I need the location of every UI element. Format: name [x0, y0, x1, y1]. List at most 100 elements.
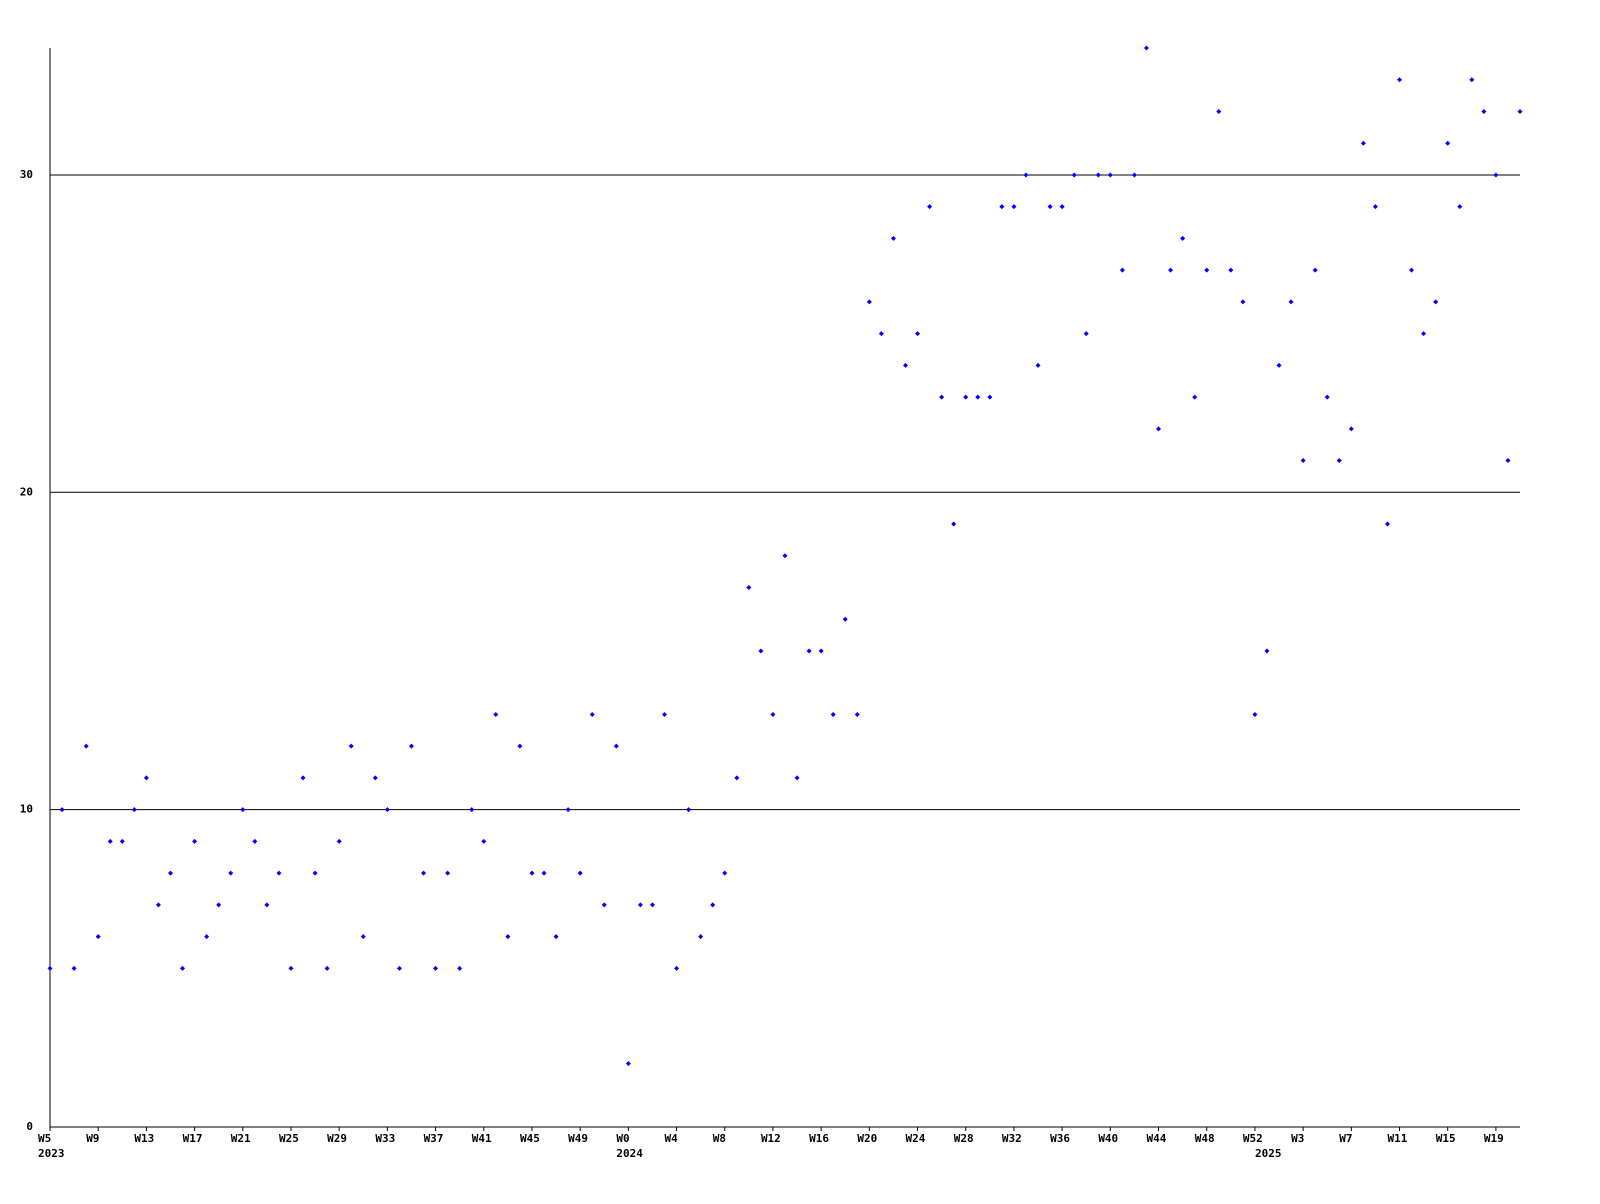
marker	[1180, 235, 1186, 241]
marker	[1107, 172, 1113, 178]
x-tick-label: W25	[279, 1132, 299, 1145]
marker	[360, 934, 366, 940]
marker	[517, 743, 523, 749]
y-tick-label: 0	[26, 1120, 33, 1133]
x-tick-label: W5	[38, 1132, 51, 1145]
x-group-label: 2025	[1255, 1147, 1282, 1160]
x-tick-label: W17	[183, 1132, 203, 1145]
x-tick-label: W19	[1484, 1132, 1504, 1145]
marker	[902, 362, 908, 368]
marker	[842, 616, 848, 622]
x-tick-label: W45	[520, 1132, 540, 1145]
marker	[1204, 267, 1210, 273]
x-tick-label: W52	[1243, 1132, 1263, 1145]
marker	[698, 934, 704, 940]
marker	[649, 902, 655, 908]
marker	[1023, 172, 1029, 178]
marker	[625, 1061, 631, 1067]
marker	[1324, 394, 1330, 400]
marker	[1095, 172, 1101, 178]
marker	[119, 838, 125, 844]
x-tick-label: W28	[954, 1132, 974, 1145]
x-tick-label: W29	[327, 1132, 347, 1145]
marker	[1131, 172, 1137, 178]
marker	[71, 965, 77, 971]
marker	[481, 838, 487, 844]
marker	[770, 711, 776, 717]
x-tick-label: W13	[134, 1132, 154, 1145]
marker	[131, 807, 137, 813]
marker	[1156, 426, 1162, 432]
marker	[276, 870, 282, 876]
x-tick-label: W7	[1339, 1132, 1352, 1145]
x-tick-label: W3	[1291, 1132, 1304, 1145]
marker	[951, 521, 957, 527]
marker	[1216, 108, 1222, 114]
x-tick-label: W49	[568, 1132, 588, 1145]
marker	[252, 838, 258, 844]
marker	[336, 838, 342, 844]
marker	[1119, 267, 1125, 273]
marker	[1228, 267, 1234, 273]
marker	[1421, 331, 1427, 337]
marker	[1481, 108, 1487, 114]
marker	[1083, 331, 1089, 337]
marker	[264, 902, 270, 908]
x-tick-label: W16	[809, 1132, 829, 1145]
marker	[384, 807, 390, 813]
marker	[408, 743, 414, 749]
marker	[240, 807, 246, 813]
x-tick-label: W40	[1098, 1132, 1118, 1145]
marker	[710, 902, 716, 908]
marker	[143, 775, 149, 781]
marker	[433, 965, 439, 971]
marker	[228, 870, 234, 876]
marker	[782, 553, 788, 559]
marker	[445, 870, 451, 876]
marker	[216, 902, 222, 908]
x-tick-label: W11	[1388, 1132, 1408, 1145]
marker	[421, 870, 427, 876]
y-tick-label: 30	[20, 168, 33, 181]
marker	[505, 934, 511, 940]
marker	[192, 838, 198, 844]
marker	[963, 394, 969, 400]
marker	[1252, 711, 1258, 717]
marker	[1469, 77, 1475, 83]
marker	[915, 331, 921, 337]
marker	[324, 965, 330, 971]
marker	[204, 934, 210, 940]
marker	[878, 331, 884, 337]
marker	[1457, 204, 1463, 210]
marker	[1264, 648, 1270, 654]
marker	[288, 965, 294, 971]
marker	[637, 902, 643, 908]
x-tick-label: W44	[1147, 1132, 1167, 1145]
marker	[493, 711, 499, 717]
marker	[734, 775, 740, 781]
marker	[1348, 426, 1354, 432]
marker	[180, 965, 186, 971]
x-tick-label: W32	[1002, 1132, 1022, 1145]
marker	[987, 394, 993, 400]
marker	[1276, 362, 1282, 368]
marker	[1143, 45, 1149, 51]
marker	[589, 711, 595, 717]
marker	[1517, 108, 1523, 114]
marker	[1372, 204, 1378, 210]
marker	[1433, 299, 1439, 305]
marker	[794, 775, 800, 781]
marker	[1168, 267, 1174, 273]
marker	[830, 711, 836, 717]
x-tick-label: W36	[1050, 1132, 1070, 1145]
x-tick-label: W4	[665, 1132, 679, 1145]
x-tick-label: W21	[231, 1132, 251, 1145]
x-tick-label: W20	[857, 1132, 877, 1145]
marker	[312, 870, 318, 876]
marker	[83, 743, 89, 749]
marker	[457, 965, 463, 971]
marker	[1445, 140, 1451, 146]
x-tick-label: W48	[1195, 1132, 1215, 1145]
marker	[722, 870, 728, 876]
marker	[1047, 204, 1053, 210]
